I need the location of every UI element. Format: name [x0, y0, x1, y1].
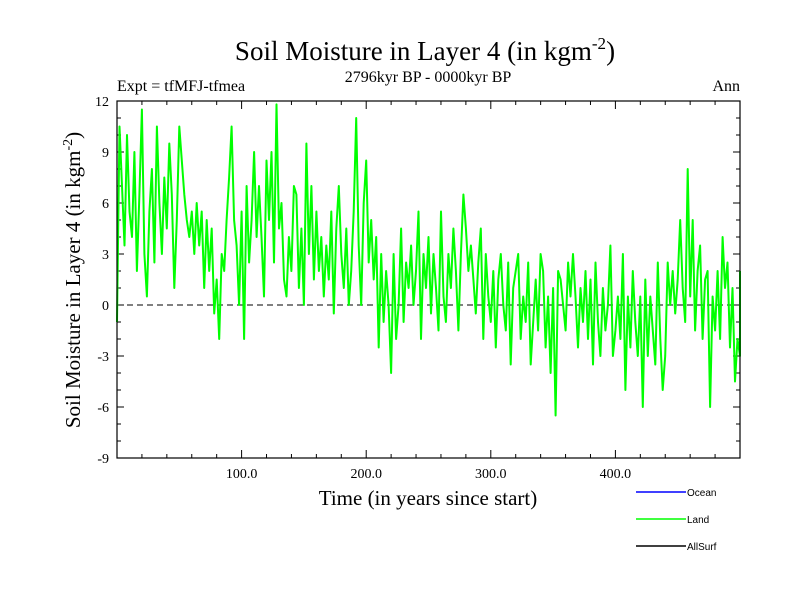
x-tick-label: 300.0 [475, 467, 507, 482]
x-tick-label: 400.0 [600, 467, 632, 482]
y-tick-label: 3 [102, 248, 109, 263]
plot-frame [116, 100, 741, 459]
y-axis-label-sup: -2 [61, 139, 76, 151]
y-tick-label: 0 [102, 299, 109, 314]
x-axis-label: Time (in years since start) [319, 486, 538, 510]
y-axis-label: Soil Moisture in Layer 4 (in kgm-2) [61, 132, 85, 428]
y-tick-label: -3 [97, 350, 109, 365]
subtitle-center: 2796kyr BP - 0000kyr BP [345, 69, 512, 86]
subtitle-left: Expt = tfMFJ-tfmea [117, 78, 245, 95]
y-tick-label: 12 [95, 95, 109, 110]
chart-title-sup: -2 [592, 34, 606, 53]
legend-label-land: Land [687, 515, 709, 526]
y-tick-label: 9 [102, 146, 109, 161]
chart-title-main: Soil Moisture in Layer 4 (in kgm [235, 36, 592, 66]
series-line-land [116, 103, 741, 417]
y-axis-label-close: ) [61, 132, 85, 139]
legend-label-ocean: Ocean [687, 488, 716, 499]
subtitle-right: Ann [712, 78, 740, 95]
series-lines [116, 103, 741, 417]
chart-title: Soil Moisture in Layer 4 (in kgm-2) [235, 34, 615, 66]
x-tick-label: 200.0 [350, 467, 382, 482]
legend: Ocean Land AllSurf [636, 488, 717, 553]
y-axis-label-main: Soil Moisture in Layer 4 (in kgm [61, 151, 85, 429]
axis-tick-labels: -9 -6 -3 0 3 6 9 12 100.0 200.0 300.0 400.0 [95, 95, 631, 482]
y-tick-label: 6 [102, 197, 109, 212]
y-tick-label: -6 [97, 401, 109, 416]
chart-title-close: ) [606, 36, 615, 66]
legend-label-allsurf: AllSurf [687, 542, 717, 553]
axis-ticks [117, 100, 740, 459]
y-tick-label: -9 [97, 452, 109, 467]
x-tick-label: 100.0 [226, 467, 258, 482]
